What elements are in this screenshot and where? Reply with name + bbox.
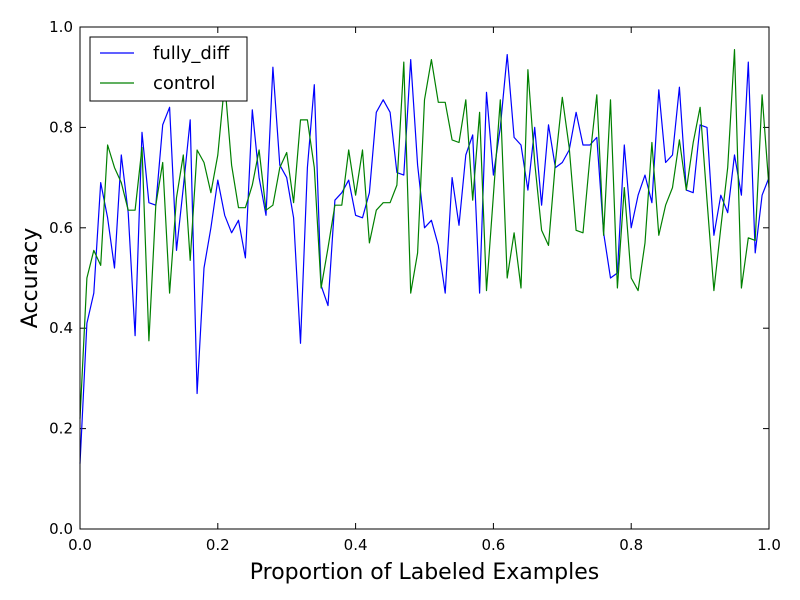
legend-label-control: control (153, 73, 215, 94)
legend: fully_diff control (89, 36, 248, 102)
y-tick-label: 0.6 (49, 219, 73, 237)
y-tick-label: 1.0 (49, 18, 73, 36)
y-tick-label: 0.8 (49, 118, 73, 136)
plot-frame (79, 26, 770, 530)
x-axis-label: Proportion of Labeled Examples (250, 560, 599, 585)
x-tick-label: 0.4 (344, 536, 368, 554)
series-line-control (79, 48, 770, 419)
x-tick-label: 1.0 (757, 536, 781, 554)
axis-tick-labels: 0.0 0.2 0.4 0.6 0.8 1.0 0.0 0.2 0.4 0.6 0.8 1.0 (49, 18, 781, 554)
y-tick-label: 0.2 (49, 420, 73, 438)
x-tick-label: 0.8 (619, 536, 643, 554)
series-line-fully-diff (79, 53, 770, 464)
legend-box (89, 36, 248, 102)
legend-label-fully-diff: fully_diff (153, 43, 230, 64)
y-tick-label: 0.0 (49, 520, 73, 538)
x-tick-label: 0.0 (68, 536, 92, 554)
series-lines (79, 48, 770, 464)
x-tick-label: 0.2 (206, 536, 230, 554)
y-tick-label: 0.4 (49, 319, 73, 337)
y-axis-label: Accuracy (18, 228, 43, 328)
x-tick-label: 0.6 (481, 536, 505, 554)
